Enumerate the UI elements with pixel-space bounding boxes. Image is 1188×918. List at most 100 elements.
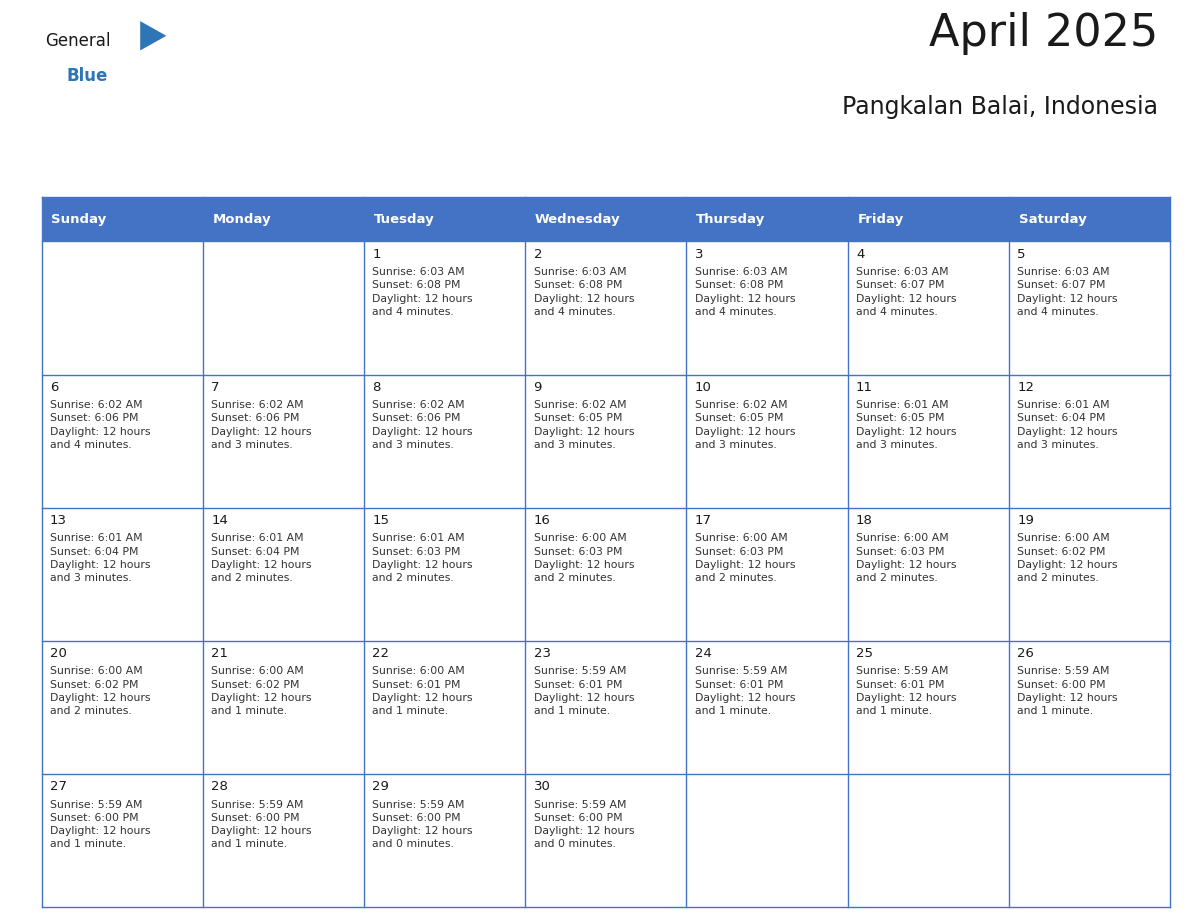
Bar	[1009, 375, 1170, 508]
Text: Sunrise: 5:59 AM
Sunset: 6:00 PM
Daylight: 12 hours
and 1 minute.: Sunrise: 5:59 AM Sunset: 6:00 PM Dayligh…	[1017, 666, 1118, 716]
Text: 2: 2	[533, 248, 542, 261]
Text: 18: 18	[857, 514, 873, 527]
Text: Sunrise: 6:00 AM
Sunset: 6:02 PM
Daylight: 12 hours
and 2 minutes.: Sunrise: 6:00 AM Sunset: 6:02 PM Dayligh…	[1017, 533, 1118, 583]
Text: Sunrise: 6:01 AM
Sunset: 6:05 PM
Daylight: 12 hours
and 3 minutes.: Sunrise: 6:01 AM Sunset: 6:05 PM Dayligh…	[857, 400, 956, 450]
Bar	[687, 197, 848, 241]
Bar	[848, 241, 1009, 375]
Text: Sunrise: 5:59 AM
Sunset: 6:00 PM
Daylight: 12 hours
and 0 minutes.: Sunrise: 5:59 AM Sunset: 6:00 PM Dayligh…	[533, 800, 634, 849]
Bar	[525, 641, 687, 774]
Text: 25: 25	[857, 647, 873, 660]
Bar	[848, 641, 1009, 774]
Text: 15: 15	[372, 514, 390, 527]
Bar	[848, 197, 1009, 241]
Bar	[525, 375, 687, 508]
Text: 1: 1	[372, 248, 381, 261]
Text: 26: 26	[1017, 647, 1034, 660]
Bar	[364, 508, 525, 641]
Bar	[848, 508, 1009, 641]
Text: 5: 5	[1017, 248, 1025, 261]
Text: Sunrise: 6:02 AM
Sunset: 6:05 PM
Daylight: 12 hours
and 3 minutes.: Sunrise: 6:02 AM Sunset: 6:05 PM Dayligh…	[533, 400, 634, 450]
Text: 16: 16	[533, 514, 550, 527]
Text: 30: 30	[533, 780, 550, 793]
Text: 24: 24	[695, 647, 712, 660]
Text: Sunrise: 6:02 AM
Sunset: 6:06 PM
Daylight: 12 hours
and 4 minutes.: Sunrise: 6:02 AM Sunset: 6:06 PM Dayligh…	[50, 400, 151, 450]
Bar	[364, 641, 525, 774]
Text: Sunrise: 6:02 AM
Sunset: 6:06 PM
Daylight: 12 hours
and 3 minutes.: Sunrise: 6:02 AM Sunset: 6:06 PM Dayligh…	[211, 400, 311, 450]
Text: 13: 13	[50, 514, 67, 527]
Text: 3: 3	[695, 248, 703, 261]
Bar	[364, 197, 525, 241]
Bar	[525, 241, 687, 375]
Polygon shape	[140, 21, 166, 50]
Text: Wednesday: Wednesday	[535, 213, 620, 226]
Text: 4: 4	[857, 248, 865, 261]
Text: Friday: Friday	[858, 213, 904, 226]
Text: Monday: Monday	[213, 213, 271, 226]
Text: 21: 21	[211, 647, 228, 660]
Text: Sunrise: 5:59 AM
Sunset: 6:01 PM
Daylight: 12 hours
and 1 minute.: Sunrise: 5:59 AM Sunset: 6:01 PM Dayligh…	[533, 666, 634, 716]
Text: Sunrise: 5:59 AM
Sunset: 6:00 PM
Daylight: 12 hours
and 0 minutes.: Sunrise: 5:59 AM Sunset: 6:00 PM Dayligh…	[372, 800, 473, 849]
Bar	[1009, 241, 1170, 375]
Bar	[203, 241, 364, 375]
Bar	[687, 375, 848, 508]
Bar	[687, 774, 848, 907]
Text: 23: 23	[533, 647, 550, 660]
Text: 7: 7	[211, 381, 220, 394]
Text: Blue: Blue	[67, 67, 108, 85]
Bar	[364, 375, 525, 508]
Text: Sunrise: 6:03 AM
Sunset: 6:07 PM
Daylight: 12 hours
and 4 minutes.: Sunrise: 6:03 AM Sunset: 6:07 PM Dayligh…	[1017, 267, 1118, 317]
Bar	[525, 774, 687, 907]
Text: April 2025: April 2025	[929, 12, 1158, 55]
Bar	[687, 508, 848, 641]
Text: Sunrise: 6:01 AM
Sunset: 6:03 PM
Daylight: 12 hours
and 2 minutes.: Sunrise: 6:01 AM Sunset: 6:03 PM Dayligh…	[372, 533, 473, 583]
Text: Sunrise: 6:01 AM
Sunset: 6:04 PM
Daylight: 12 hours
and 2 minutes.: Sunrise: 6:01 AM Sunset: 6:04 PM Dayligh…	[211, 533, 311, 583]
Bar	[42, 641, 203, 774]
Bar	[525, 508, 687, 641]
Text: 27: 27	[50, 780, 67, 793]
Text: Sunrise: 5:59 AM
Sunset: 6:00 PM
Daylight: 12 hours
and 1 minute.: Sunrise: 5:59 AM Sunset: 6:00 PM Dayligh…	[211, 800, 311, 849]
Bar	[203, 197, 364, 241]
Bar	[1009, 641, 1170, 774]
Text: Sunrise: 5:59 AM
Sunset: 6:01 PM
Daylight: 12 hours
and 1 minute.: Sunrise: 5:59 AM Sunset: 6:01 PM Dayligh…	[857, 666, 956, 716]
Bar	[364, 241, 525, 375]
Text: Tuesday: Tuesday	[374, 213, 435, 226]
Bar	[203, 641, 364, 774]
Text: Sunrise: 6:02 AM
Sunset: 6:06 PM
Daylight: 12 hours
and 3 minutes.: Sunrise: 6:02 AM Sunset: 6:06 PM Dayligh…	[372, 400, 473, 450]
Text: Sunrise: 6:00 AM
Sunset: 6:03 PM
Daylight: 12 hours
and 2 minutes.: Sunrise: 6:00 AM Sunset: 6:03 PM Dayligh…	[533, 533, 634, 583]
Text: 6: 6	[50, 381, 58, 394]
Bar	[42, 508, 203, 641]
Text: 28: 28	[211, 780, 228, 793]
Bar	[203, 508, 364, 641]
Text: Sunrise: 6:01 AM
Sunset: 6:04 PM
Daylight: 12 hours
and 3 minutes.: Sunrise: 6:01 AM Sunset: 6:04 PM Dayligh…	[50, 533, 151, 583]
Text: Pangkalan Balai, Indonesia: Pangkalan Balai, Indonesia	[842, 95, 1158, 119]
Bar	[364, 774, 525, 907]
Text: General: General	[45, 32, 110, 50]
Text: Sunrise: 5:59 AM
Sunset: 6:01 PM
Daylight: 12 hours
and 1 minute.: Sunrise: 5:59 AM Sunset: 6:01 PM Dayligh…	[695, 666, 795, 716]
Text: 22: 22	[372, 647, 390, 660]
Text: Thursday: Thursday	[696, 213, 765, 226]
Text: Sunrise: 6:00 AM
Sunset: 6:01 PM
Daylight: 12 hours
and 1 minute.: Sunrise: 6:00 AM Sunset: 6:01 PM Dayligh…	[372, 666, 473, 716]
Text: Sunrise: 5:59 AM
Sunset: 6:00 PM
Daylight: 12 hours
and 1 minute.: Sunrise: 5:59 AM Sunset: 6:00 PM Dayligh…	[50, 800, 151, 849]
Bar	[1009, 508, 1170, 641]
Bar	[42, 241, 203, 375]
Bar	[1009, 774, 1170, 907]
Text: Sunrise: 6:02 AM
Sunset: 6:05 PM
Daylight: 12 hours
and 3 minutes.: Sunrise: 6:02 AM Sunset: 6:05 PM Dayligh…	[695, 400, 795, 450]
Text: 19: 19	[1017, 514, 1034, 527]
Text: Sunrise: 6:03 AM
Sunset: 6:08 PM
Daylight: 12 hours
and 4 minutes.: Sunrise: 6:03 AM Sunset: 6:08 PM Dayligh…	[372, 267, 473, 317]
Text: 29: 29	[372, 780, 390, 793]
Text: Sunrise: 6:03 AM
Sunset: 6:07 PM
Daylight: 12 hours
and 4 minutes.: Sunrise: 6:03 AM Sunset: 6:07 PM Dayligh…	[857, 267, 956, 317]
Bar	[1009, 197, 1170, 241]
Bar	[203, 375, 364, 508]
Text: Sunrise: 6:03 AM
Sunset: 6:08 PM
Daylight: 12 hours
and 4 minutes.: Sunrise: 6:03 AM Sunset: 6:08 PM Dayligh…	[695, 267, 795, 317]
Text: 14: 14	[211, 514, 228, 527]
Bar	[525, 197, 687, 241]
Bar	[848, 375, 1009, 508]
Text: Sunrise: 6:00 AM
Sunset: 6:03 PM
Daylight: 12 hours
and 2 minutes.: Sunrise: 6:00 AM Sunset: 6:03 PM Dayligh…	[857, 533, 956, 583]
Bar	[42, 375, 203, 508]
Text: 12: 12	[1017, 381, 1035, 394]
Bar	[42, 774, 203, 907]
Text: 9: 9	[533, 381, 542, 394]
Bar	[687, 641, 848, 774]
Text: 20: 20	[50, 647, 67, 660]
Bar	[203, 774, 364, 907]
